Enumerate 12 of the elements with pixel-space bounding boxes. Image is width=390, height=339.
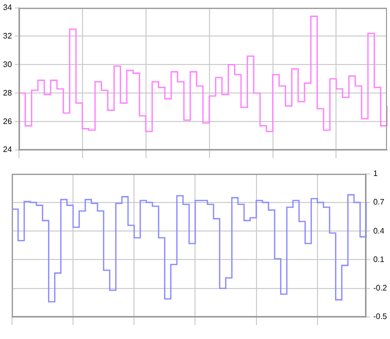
y-tick-label: -0.2 (373, 284, 388, 293)
y-tick-label: 24 (2, 145, 12, 154)
y-tick-label: -0.5 (373, 312, 388, 322)
y-tick-label: 0.7 (373, 198, 385, 207)
y-tick-label: 0.1 (373, 254, 385, 264)
y-tick-label: 1 (373, 169, 378, 178)
y-tick-label: 28 (2, 88, 12, 98)
y-tick-label: 0.4 (373, 226, 385, 236)
y-tick-label: 30 (2, 60, 12, 69)
y-tick-label: 26 (2, 116, 12, 126)
y-tick-label: 34 (2, 3, 12, 12)
y-tick-label: 32 (2, 31, 12, 40)
